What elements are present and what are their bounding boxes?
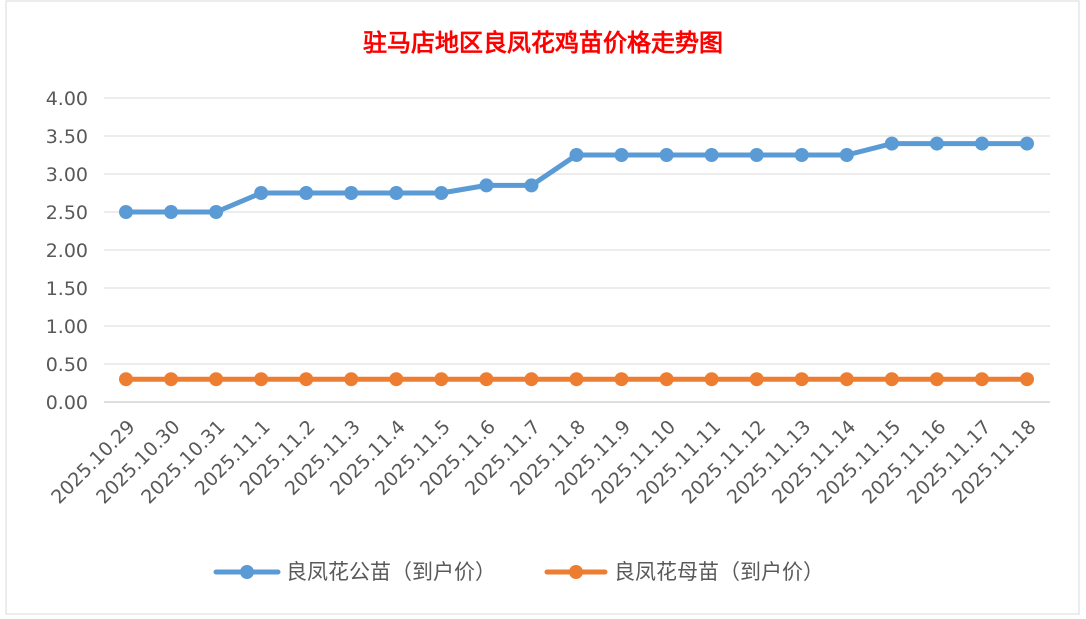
data-point-0 xyxy=(884,136,899,151)
legend-marker-female xyxy=(569,565,583,579)
data-point-0 xyxy=(749,148,764,162)
data-point-0 xyxy=(209,205,224,219)
data-point-0 xyxy=(794,148,809,162)
series-group xyxy=(119,136,1034,387)
legend-label-female: 良凤花母苗（到户价） xyxy=(614,560,824,584)
data-point-0 xyxy=(299,186,314,200)
data-point-0 xyxy=(614,148,629,162)
data-point-0 xyxy=(119,205,133,219)
data-point-1 xyxy=(164,372,179,387)
legend: 良凤花公苗（到户价） 良凤花母苗（到户价） xyxy=(213,560,824,584)
data-point-1 xyxy=(434,372,449,387)
chart-title: 驻马店地区良凤花鸡苗价格走势图 xyxy=(363,28,723,57)
data-point-0 xyxy=(524,178,539,193)
y-tick-label: 0.50 xyxy=(46,354,88,376)
data-point-1 xyxy=(479,372,494,387)
data-point-1 xyxy=(749,372,764,387)
data-point-1 xyxy=(119,372,133,387)
data-point-1 xyxy=(389,372,404,387)
legend-item-male: 良凤花公苗（到户价） xyxy=(213,560,496,584)
data-point-0 xyxy=(704,148,719,162)
gridlines xyxy=(104,97,1050,403)
data-point-1 xyxy=(1020,372,1034,387)
y-tick-label: 1.00 xyxy=(46,316,88,338)
data-point-1 xyxy=(254,372,269,387)
data-point-1 xyxy=(794,372,809,387)
data-point-0 xyxy=(434,186,449,200)
data-point-1 xyxy=(884,372,899,387)
data-point-1 xyxy=(929,372,944,387)
data-point-1 xyxy=(569,372,584,387)
data-point-0 xyxy=(389,186,404,200)
data-point-1 xyxy=(974,372,989,387)
legend-label-male: 良凤花公苗（到户价） xyxy=(286,560,496,584)
y-tick-label: 3.00 xyxy=(46,164,88,186)
data-point-1 xyxy=(524,372,539,387)
data-point-1 xyxy=(299,372,314,387)
data-point-0 xyxy=(479,178,494,193)
data-point-1 xyxy=(614,372,629,387)
data-point-1 xyxy=(659,372,674,387)
data-point-1 xyxy=(209,372,224,387)
y-tick-label: 3.50 xyxy=(46,126,88,148)
data-point-1 xyxy=(344,372,359,387)
data-point-0 xyxy=(164,205,179,219)
y-tick-label: 4.00 xyxy=(46,88,88,110)
data-point-1 xyxy=(839,372,854,387)
data-point-0 xyxy=(1020,136,1034,151)
y-tick-label: 0.00 xyxy=(46,392,88,414)
y-tick-label: 2.50 xyxy=(46,202,88,224)
y-axis-ticks: 0.00 0.50 1.00 1.50 2.00 2.50 3.00 3.50 4.00 xyxy=(46,88,88,414)
data-point-0 xyxy=(344,186,359,200)
data-point-0 xyxy=(839,148,854,162)
data-point-0 xyxy=(929,136,944,151)
data-point-0 xyxy=(974,136,989,151)
legend-item-female: 良凤花母苗（到户价） xyxy=(544,560,824,584)
y-tick-label: 2.00 xyxy=(46,240,88,262)
legend-marker-male xyxy=(240,565,254,579)
data-point-1 xyxy=(704,372,719,387)
data-point-0 xyxy=(254,186,269,200)
data-point-0 xyxy=(569,148,584,162)
y-tick-label: 1.50 xyxy=(46,278,88,300)
chart-border xyxy=(5,0,1080,615)
data-point-0 xyxy=(659,148,674,162)
